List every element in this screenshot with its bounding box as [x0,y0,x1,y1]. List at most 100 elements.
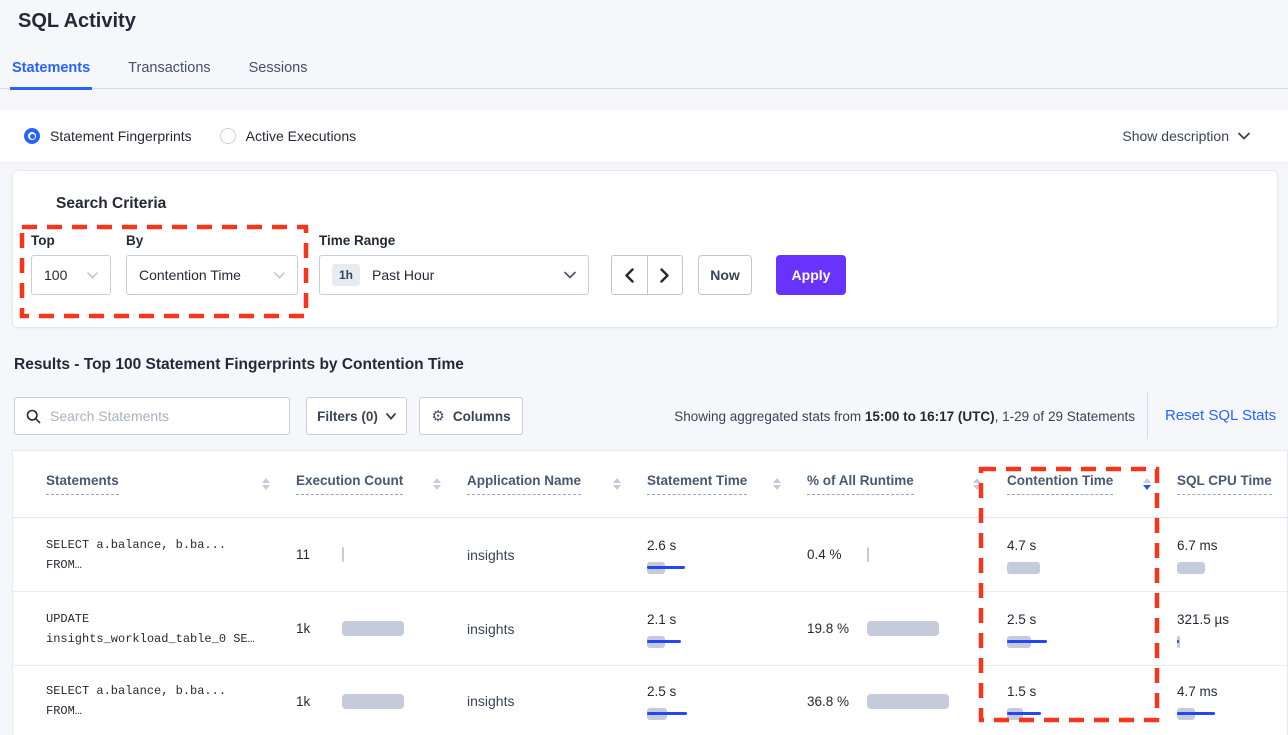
top-select[interactable]: 100 [31,255,111,295]
sort-icon[interactable] [262,478,270,490]
radio-statement-fingerprints-label: Statement Fingerprints [50,128,192,144]
showing-stats-text: Showing aggregated stats from 15:00 to 1… [674,397,1135,435]
application-name-cell: insights [467,693,515,709]
header-label: % of All Runtime [807,473,914,495]
tab-bar: Statements Transactions Sessions [0,58,1288,90]
view-mode-bar: Statement Fingerprints Active Executions… [0,110,1288,162]
search-icon [26,409,41,423]
table-row: SELECT a.balance, b.ba... FROM… 11 insig… [13,518,1287,592]
statements-table: Statements Execution Count Application N… [12,450,1288,735]
sql-cpu-time-cell: 4.7 ms [1177,682,1288,720]
header-execution-count[interactable]: Execution Count [296,473,467,495]
top-label: Top [31,233,55,248]
time-range-value: Past Hour [372,267,435,283]
header-contention-time[interactable]: Contention Time [1007,473,1177,495]
runtime-pct-cell: 36.8 % [807,692,1007,711]
execution-count-cell: 1k [296,621,467,636]
sql-cpu-time-bar [1177,561,1288,574]
search-statements-box [14,397,290,435]
table-row: UPDATE insights_workload_table_0 SE… 1k … [13,592,1287,666]
gear-icon: ⚙ [431,407,445,425]
top-select-value: 100 [44,267,68,283]
header-label: Execution Count [296,473,404,495]
tab-sessions[interactable]: Sessions [248,60,308,76]
sort-desc-icon[interactable] [1143,478,1151,490]
show-description-label: Show description [1122,128,1229,144]
radio-active-executions[interactable]: Active Executions [219,128,357,144]
header-pct-all-runtime[interactable]: % of All Runtime [807,473,1007,495]
header-statement-time[interactable]: Statement Time [647,473,807,495]
statement-time-bar [647,561,807,574]
statement-time-bar [647,708,807,720]
runtime-pct-bar [867,547,1007,562]
time-range-stepper [611,255,683,295]
header-label: SQL CPU Time [1177,473,1272,495]
columns-button[interactable]: ⚙ Columns [419,397,523,435]
execution-count-bar [342,547,467,562]
search-criteria-card: Search Criteria Top 100 By Contention Ti… [12,170,1278,328]
by-select-value: Contention Time [139,267,241,283]
showing-range: 15:00 to 16:17 (UTC) [864,408,995,424]
application-name-cell: insights [467,546,515,563]
reset-sql-stats-link[interactable]: Reset SQL Stats [1147,392,1276,439]
contention-time-cell: 1.5 s [1007,682,1177,720]
runtime-pct-bar [867,693,1007,709]
time-range-prev-button[interactable] [612,256,648,294]
statement-time-cell: 2.6 s [647,536,807,574]
header-sql-cpu-time[interactable]: SQL CPU Time [1177,473,1288,495]
sort-icon[interactable] [613,478,621,490]
tab-transactions[interactable]: Transactions [128,60,211,76]
statement-link[interactable]: SELECT a.balance, b.ba... FROM… [46,537,227,572]
radio-statement-fingerprints[interactable]: Statement Fingerprints [24,128,192,144]
columns-label: Columns [452,408,511,424]
by-label: By [126,233,144,248]
statement-link[interactable]: UPDATE insights_workload_table_0 SE… [46,611,255,646]
search-statements-input[interactable] [50,408,260,424]
execution-count-bar [342,693,467,709]
contention-time-cell: 4.7 s [1007,536,1177,574]
time-range-badge: 1h [332,264,361,286]
sort-icon[interactable] [973,478,981,490]
runtime-pct-cell: 19.8 % [807,619,1007,638]
sort-icon[interactable] [433,478,441,490]
tab-statements[interactable]: Statements [10,58,93,90]
filters-label: Filters (0) [317,408,378,424]
execution-count-cell: 11 [296,547,467,562]
chevron-left-icon [625,267,634,283]
runtime-pct-cell: 0.4 % [807,545,1007,564]
statement-time-bar [647,635,807,648]
showing-prefix: Showing aggregated stats from [674,408,865,424]
contention-time-bar [1007,635,1177,648]
chevron-down-icon [564,271,576,279]
chevron-down-icon [274,271,285,279]
chevron-right-icon [660,267,669,283]
time-range-next-button[interactable] [648,256,683,294]
chevron-down-icon [87,271,98,279]
filters-button[interactable]: Filters (0) [306,397,407,435]
application-name-cell: insights [467,620,515,637]
statement-time-cell: 2.5 s [647,682,807,720]
time-range-select[interactable]: 1h Past Hour [319,255,589,295]
results-heading: Results - Top 100 Statement Fingerprints… [14,356,464,373]
radio-selected-icon [24,128,40,144]
execution-count-bar [342,621,467,636]
sort-icon[interactable] [773,478,781,490]
contention-time-bar [1007,561,1177,574]
table-row: SELECT a.balance, b.ba... FROM… 1k insig… [13,666,1287,735]
search-criteria-heading: Search Criteria [56,195,167,212]
apply-button[interactable]: Apply [776,255,846,295]
statement-link[interactable]: SELECT a.balance, b.ba... FROM… [46,684,227,718]
now-button[interactable]: Now [698,255,752,295]
statement-time-cell: 2.1 s [647,610,807,648]
header-statements[interactable]: Statements [46,473,296,495]
execution-count-cell: 1k [296,693,467,709]
time-range-label: Time Range [319,233,396,248]
header-label: Statement Time [647,473,748,495]
show-description-toggle[interactable]: Show description [1122,110,1250,162]
header-application-name[interactable]: Application Name [467,473,647,495]
contention-time-cell: 2.5 s [1007,610,1177,648]
radio-active-executions-label: Active Executions [245,128,357,144]
by-select[interactable]: Contention Time [126,255,298,295]
sql-cpu-time-cell: 6.7 ms [1177,536,1288,574]
